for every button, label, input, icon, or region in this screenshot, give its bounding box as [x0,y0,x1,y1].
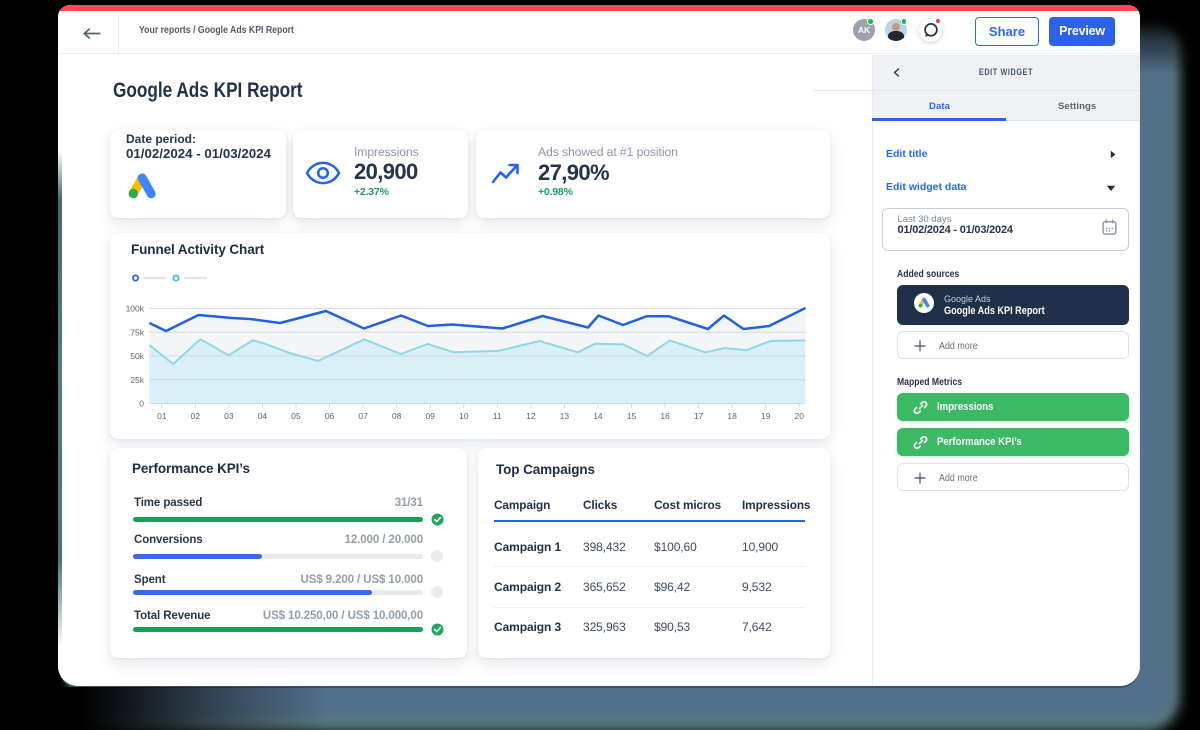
svg-text:11: 11 [493,411,502,421]
svg-text:16: 16 [660,411,670,421]
svg-text:14: 14 [593,411,603,421]
svg-text:15: 15 [627,411,637,421]
svg-text:19: 19 [761,411,771,421]
svg-text:20: 20 [795,411,805,421]
svg-text:05: 05 [291,411,301,421]
svg-text:13: 13 [560,411,570,421]
svg-text:03: 03 [224,411,234,421]
svg-text:02: 02 [191,411,201,421]
svg-text:10: 10 [459,411,469,421]
svg-text:01: 01 [157,411,167,421]
svg-text:0: 0 [139,399,144,409]
svg-text:100k: 100k [126,304,145,314]
svg-text:08: 08 [392,411,402,421]
svg-text:07: 07 [358,411,368,421]
svg-text:04: 04 [258,411,268,421]
svg-text:25k: 25k [130,375,144,385]
svg-text:18: 18 [727,411,737,421]
svg-text:17: 17 [694,411,704,421]
svg-text:09: 09 [425,411,435,421]
svg-text:06: 06 [325,411,335,421]
svg-text:12: 12 [526,411,536,421]
svg-text:75k: 75k [130,327,144,337]
svg-text:50k: 50k [130,351,144,361]
